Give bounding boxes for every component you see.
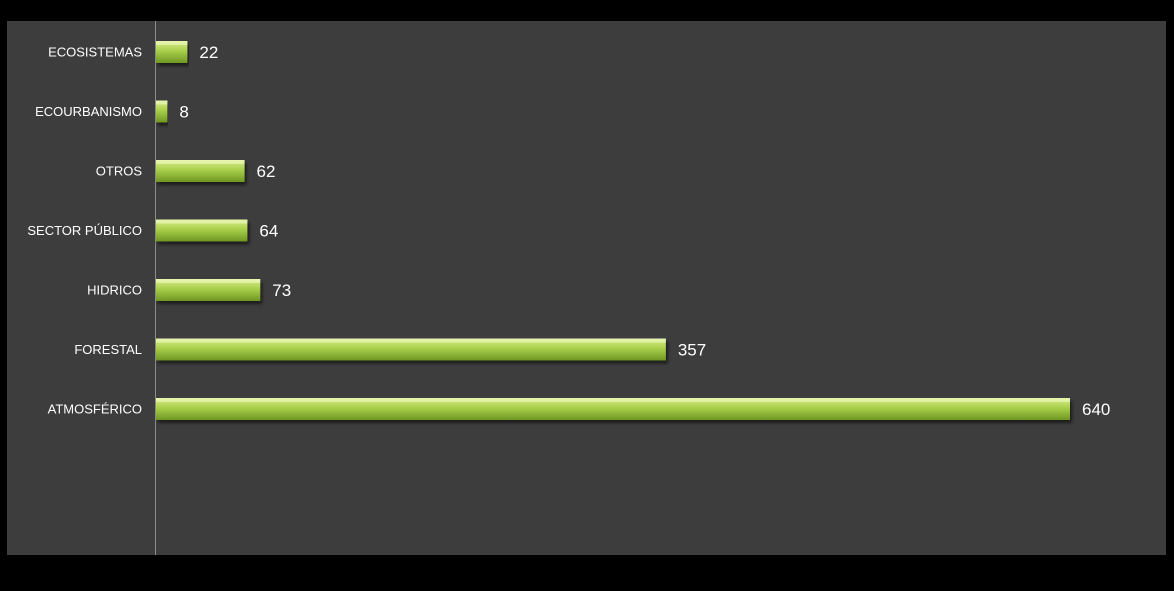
category-label-ecourbanismo: ECOURBANISMO [35, 104, 142, 119]
bar-highlight-hidrico [156, 279, 261, 283]
bar-highlight-atmosferico [156, 398, 1070, 402]
bar-highlight-otros [156, 160, 245, 164]
bar-atmosferico [156, 398, 1070, 420]
bar-ecosistemas [156, 41, 188, 63]
bar-highlight-ecourbanismo [156, 100, 168, 105]
category-label-otros: OTROS [96, 164, 143, 179]
value-label-otros: 62 [257, 162, 276, 181]
value-label-atmosferico: 640 [1082, 400, 1110, 419]
category-label-hidrico: HIDRICO [87, 283, 142, 298]
value-label-sector-publico: 64 [259, 222, 278, 241]
category-label-sector-publico: SECTOR PÚBLICO [27, 223, 142, 238]
category-label-forestal: FORESTAL [74, 342, 142, 357]
category-label-atmosferico: ATMOSFÉRICO [48, 402, 142, 417]
bar-hidrico [156, 279, 261, 301]
bar-highlight-forestal [156, 338, 666, 343]
bar-sector-publico [156, 219, 248, 242]
category-label-ecosistemas: ECOSISTEMAS [48, 45, 142, 60]
bar-ecourbanismo [156, 100, 168, 123]
value-label-ecosistemas: 22 [199, 43, 218, 62]
bar-highlight-ecosistemas [156, 41, 188, 45]
value-label-forestal: 357 [678, 341, 706, 360]
value-label-hidrico: 73 [272, 281, 291, 300]
bar-otros [156, 160, 245, 182]
value-label-ecourbanismo: 8 [179, 103, 188, 122]
bar-highlight-sector-publico [156, 219, 248, 224]
bar-forestal [156, 338, 666, 361]
